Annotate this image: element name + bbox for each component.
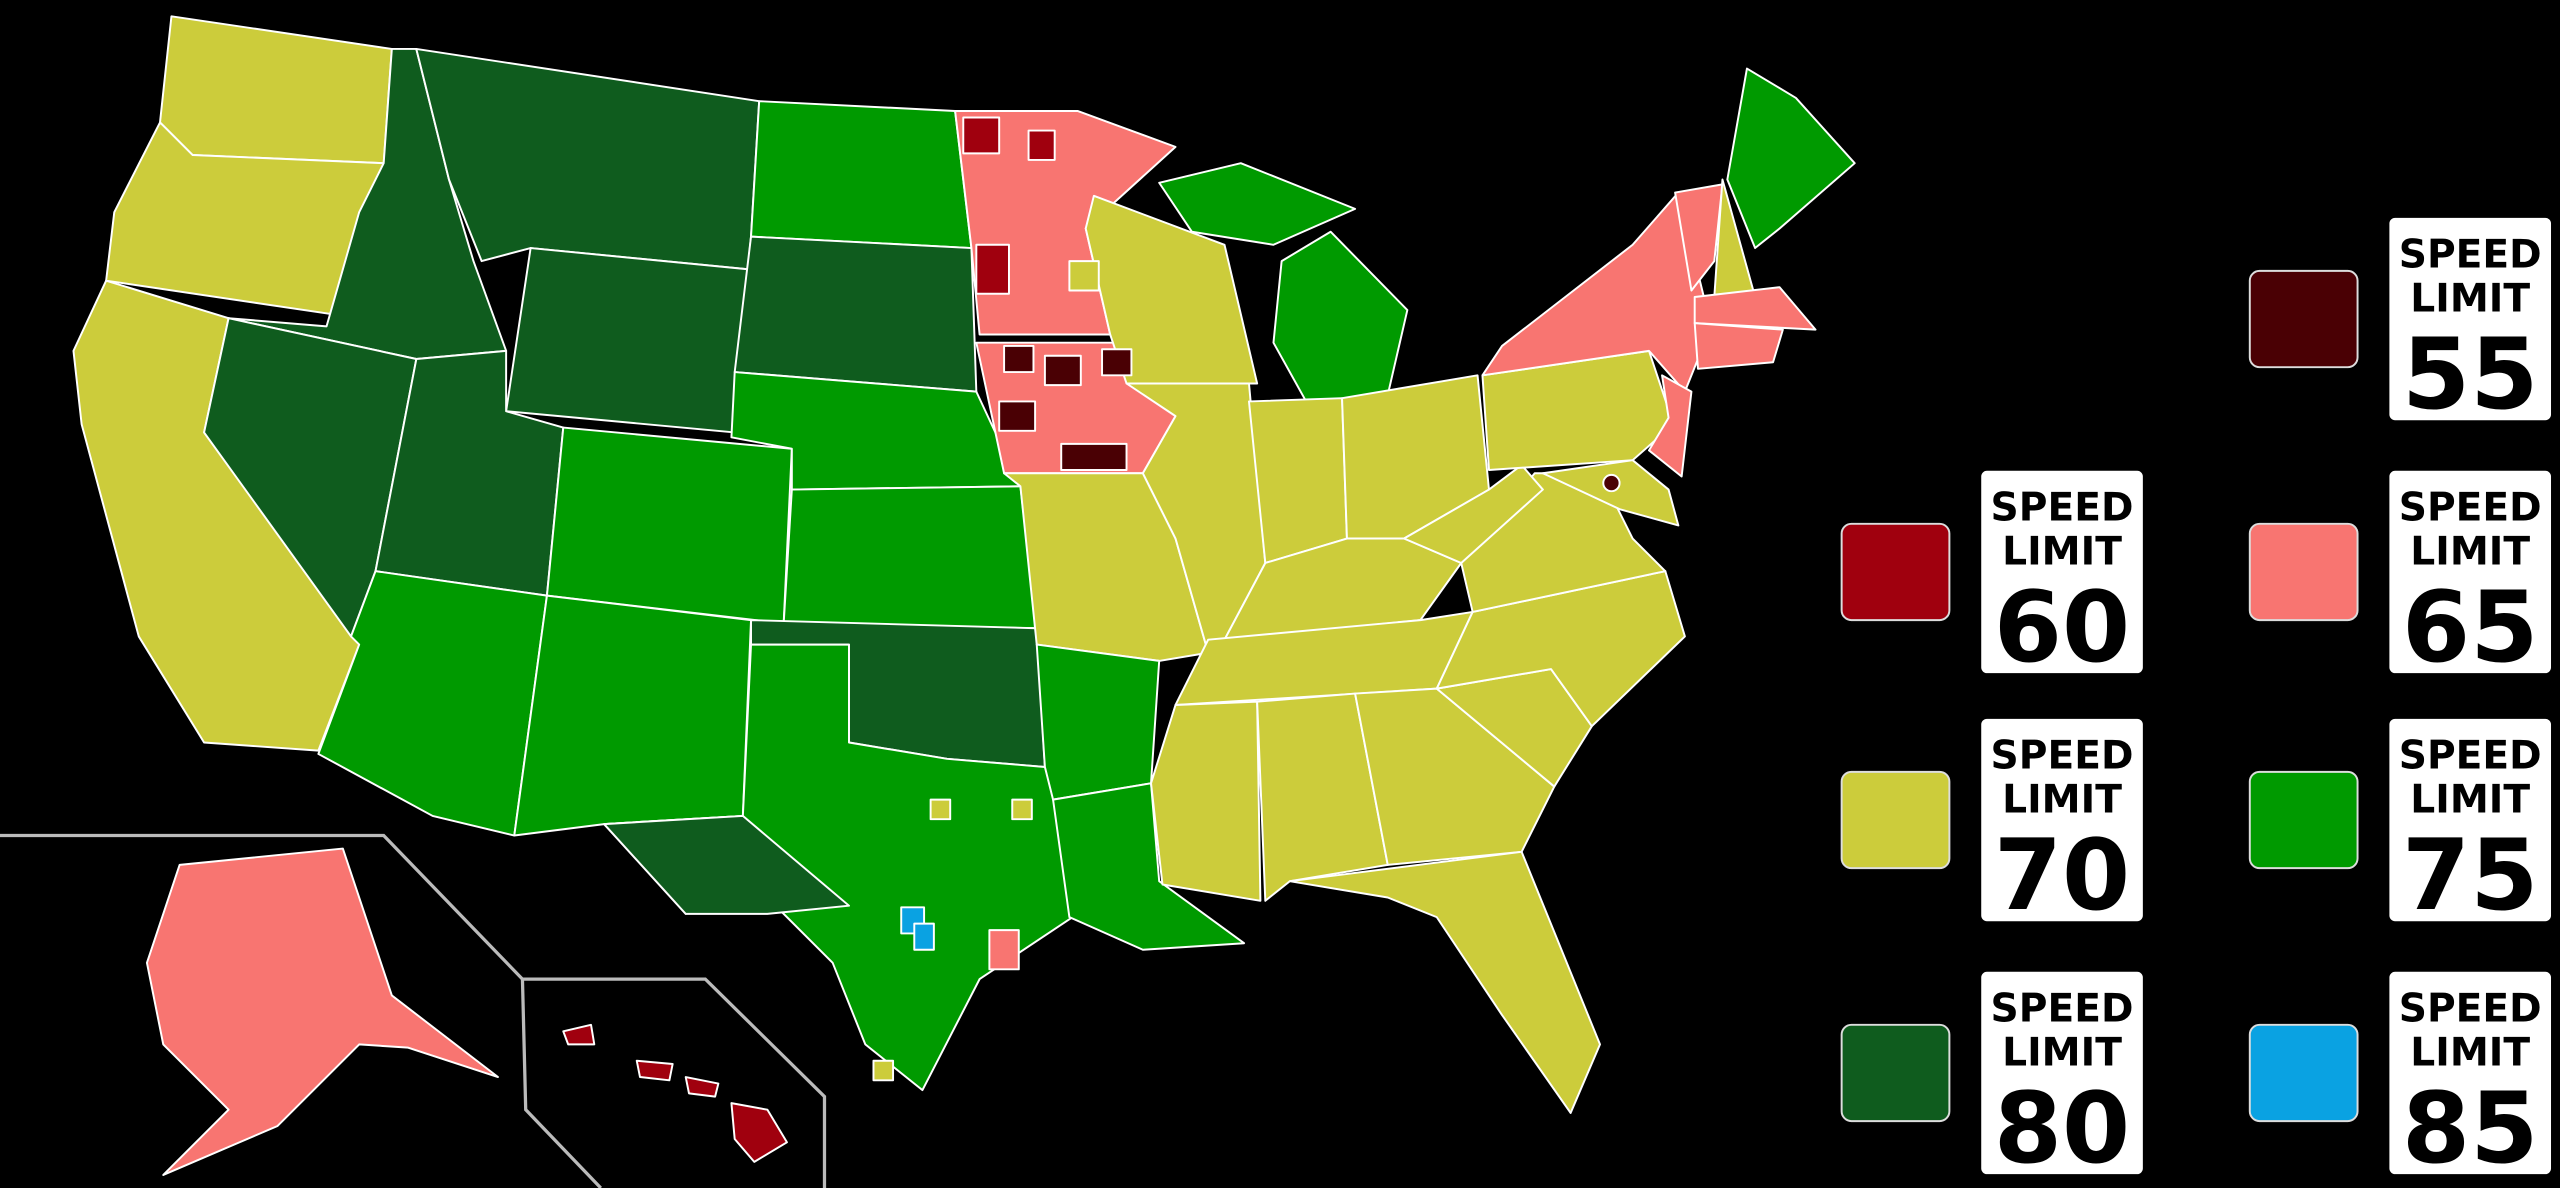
- sign-speed: SPEED: [2399, 734, 2542, 779]
- state: [750, 100, 973, 250]
- state: [1288, 850, 1601, 1114]
- county: [1003, 344, 1035, 374]
- county: [913, 922, 935, 951]
- county: [929, 798, 952, 821]
- sign-speed: SPEED: [2399, 486, 2542, 531]
- speed-sign: [1979, 717, 2145, 923]
- sign-speed: SPEED: [1991, 486, 2134, 531]
- sign-number: 70: [1994, 819, 2130, 933]
- sign-number: 75: [2402, 819, 2538, 933]
- county: [1043, 354, 1082, 387]
- speed-sign: [1979, 469, 2145, 675]
- sign-number: 60: [1994, 571, 2130, 685]
- county: [1101, 348, 1133, 377]
- hawaii-inset-border: [522, 977, 827, 1188]
- state: [1674, 183, 1724, 292]
- sign-speed: SPEED: [2399, 233, 2542, 278]
- speed-sign: [2387, 970, 2553, 1176]
- county: [1027, 129, 1056, 161]
- state: [505, 247, 749, 434]
- legend-swatch: [2248, 522, 2359, 622]
- county: [1011, 798, 1033, 821]
- state: [1693, 286, 1817, 331]
- sign-number: 85: [2402, 1072, 2538, 1186]
- state: [1035, 643, 1161, 801]
- sign-limit: LIMIT: [2410, 530, 2530, 575]
- legend-swatch: [2248, 269, 2359, 369]
- county: [998, 400, 1037, 432]
- state: [1150, 700, 1262, 902]
- sign-speed: SPEED: [1991, 987, 2134, 1032]
- state: [1403, 464, 1544, 564]
- sign-limit: LIMIT: [2410, 778, 2530, 823]
- state: [1158, 162, 1357, 246]
- legend: SPEEDLIMIT55SPEEDLIMIT60SPEEDLIMIT65SPEE…: [1840, 216, 2553, 1186]
- state: [1726, 67, 1856, 250]
- sign-speed: SPEED: [2399, 987, 2542, 1032]
- hawaii-island: [635, 1059, 674, 1082]
- state: [1248, 397, 1348, 564]
- state: [1693, 322, 1784, 370]
- sign-limit: LIMIT: [2410, 277, 2530, 322]
- legend-swatch: [1840, 1023, 1951, 1123]
- state: [513, 594, 752, 837]
- county: [1068, 260, 1100, 292]
- state: [1648, 374, 1693, 478]
- hawaii-island: [684, 1076, 720, 1098]
- hawaii-island: [562, 1023, 596, 1046]
- county: [872, 1059, 895, 1082]
- speed-sign: [2387, 216, 2553, 422]
- state: [733, 235, 978, 393]
- sign-limit: LIMIT: [2002, 778, 2122, 823]
- state: [1541, 459, 1680, 527]
- sign-number: 55: [2402, 318, 2538, 432]
- speed-sign: [2387, 469, 2553, 675]
- sign-limit: LIMIT: [2002, 530, 2122, 575]
- sign-limit: LIMIT: [2002, 1031, 2122, 1076]
- county: [962, 116, 1001, 155]
- us-map: [72, 15, 1856, 1176]
- state: [1354, 687, 1556, 866]
- state: [782, 485, 1038, 630]
- legend-swatch: [2248, 770, 2359, 870]
- legend-swatch: [2248, 1023, 2359, 1123]
- sign-speed: SPEED: [1991, 734, 2134, 779]
- legend-swatch: [1840, 522, 1951, 622]
- county: [988, 929, 1020, 971]
- dc: [1602, 473, 1621, 493]
- alaska: [145, 847, 499, 1176]
- speed-sign: [1979, 970, 2145, 1176]
- sign-number: 65: [2402, 571, 2538, 685]
- state: [603, 814, 850, 915]
- sign-number: 80: [1994, 1072, 2130, 1186]
- speed-sign: [2387, 717, 2553, 923]
- county: [975, 243, 1010, 295]
- county: [1060, 442, 1128, 471]
- sign-limit: LIMIT: [2410, 1031, 2530, 1076]
- state: [1256, 692, 1389, 902]
- inset-borders: [0, 833, 827, 1188]
- state: [545, 426, 793, 625]
- hawaii-island: [730, 1102, 788, 1163]
- legend-swatch: [1840, 770, 1951, 870]
